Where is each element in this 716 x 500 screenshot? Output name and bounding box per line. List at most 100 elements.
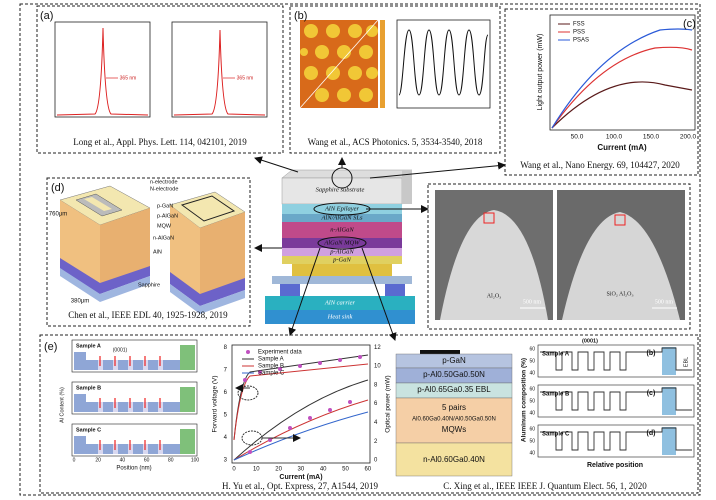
axis-label: Aluminum composition (%)	[521, 358, 528, 442]
label: 500 nm	[655, 299, 674, 305]
arrows	[254, 156, 506, 341]
panel-a-plots	[54, 21, 268, 118]
label: p-AlGaN	[157, 213, 178, 219]
tick-label: 0	[374, 458, 378, 464]
tick-label: 60	[529, 346, 535, 352]
tick-label: 0	[73, 457, 76, 463]
label: 365 nm	[237, 75, 254, 81]
tick-label: 60	[529, 426, 535, 432]
axis-label: Relative position	[587, 462, 643, 469]
tick-label: 40	[529, 410, 535, 416]
label: p-GaN	[157, 203, 173, 209]
layer-label: AlN/AlGaN SLs	[321, 214, 363, 221]
tick-label: 30	[298, 467, 305, 473]
label: 380μm	[71, 299, 89, 305]
panel-label: (c)	[683, 18, 696, 30]
axis-label: Light output power (mW)	[537, 34, 544, 111]
panel-label: (a)	[40, 10, 53, 22]
label: 760μm	[49, 212, 67, 218]
tick-label: 6	[224, 390, 228, 396]
tick-label: 50.0	[571, 134, 584, 141]
tick-label: 60	[529, 386, 535, 392]
citation: Wang et al., Nano Energy. 69, 104427, 20…	[520, 160, 680, 170]
tick-label: 7	[224, 368, 228, 374]
tick-label: 6	[374, 401, 378, 407]
layer-label: p-Al0.50Ga0.50N	[423, 370, 485, 379]
tick-label: 40	[529, 370, 535, 376]
label: EBL	[683, 357, 689, 367]
layer-label: AlN carrier	[324, 299, 356, 306]
panel-sem-frame	[427, 183, 691, 330]
layer-label: p-Al0.65Ga0.35 EBL	[417, 385, 491, 394]
citation: Long et al., Appl. Phys. Lett. 114, 0421…	[73, 137, 247, 147]
label: (0001)	[113, 347, 128, 353]
tick-label: 100	[191, 457, 200, 463]
tick-label: 40	[320, 467, 327, 473]
label: Sapphire	[138, 282, 160, 288]
layer-label: AlN Epilayer	[324, 205, 360, 212]
label: (b)	[647, 350, 656, 357]
layer-label: AlGaN MQW	[323, 239, 360, 246]
panel-label: (e)	[44, 341, 57, 353]
panel-e-right	[537, 344, 695, 458]
tick-label: 200.0	[680, 134, 697, 141]
tick-label: 50	[342, 467, 349, 473]
legend-entry: FSS	[573, 22, 585, 28]
panel-b-frame	[289, 5, 501, 154]
label: SiO₂ Al₂O₃	[606, 291, 633, 297]
panel-e-frame	[39, 334, 699, 494]
legend-entry: PSAS	[573, 38, 589, 44]
device-stack	[265, 167, 415, 324]
outer-frame	[19, 3, 701, 496]
layer-label: n-AlGaN	[330, 226, 354, 233]
layer-label: 5 pairs	[442, 403, 466, 412]
label: Sample C	[542, 432, 570, 438]
panel-d-frame	[46, 177, 251, 327]
tick-label: 8	[224, 345, 228, 351]
label: Al₂O₃	[487, 293, 502, 299]
label: Sample B	[76, 385, 101, 391]
label: (d)	[647, 430, 656, 437]
layer-label: p-AlGaN	[329, 248, 354, 255]
label: AlN	[153, 249, 162, 255]
tick-label: 10	[253, 467, 260, 473]
tick-label: 2	[374, 439, 378, 445]
axis-label: Position (nm)	[116, 466, 151, 472]
tick-label: 40	[120, 457, 126, 463]
label: MQW	[157, 223, 172, 229]
layer-label: n-Al0.60Ga0.40N	[423, 455, 485, 464]
tick-label: 4	[224, 435, 228, 441]
tick-label: 0	[232, 467, 236, 473]
citation: C. Xing et al., IEEE IEEE J. Quantum Ele…	[443, 481, 647, 491]
tick-label: 40	[529, 450, 535, 456]
axis-label: Current (mA)	[279, 474, 322, 481]
axis-label: Optical power (mW)	[385, 375, 392, 432]
layer-label: MQWs	[442, 425, 466, 434]
tick-label: 3	[224, 458, 228, 464]
panel-c-plot	[549, 14, 696, 131]
label: n-AlGaN	[153, 235, 174, 241]
label: Sample B	[542, 392, 570, 398]
tick-label: 8	[374, 382, 378, 388]
tick-label: 4	[374, 420, 378, 426]
tick-label: 50	[529, 358, 535, 364]
label: (0001)	[582, 338, 598, 344]
tick-label: 60	[364, 467, 371, 473]
legend-entry: Sample A	[258, 357, 284, 363]
tick-label: 20	[275, 467, 282, 473]
layer-label: p-GaN	[442, 356, 466, 365]
label: N-electrode	[150, 186, 178, 192]
tick-label: 60	[144, 457, 150, 463]
tick-label: 150.0	[643, 134, 660, 141]
panel-a-frame	[36, 5, 284, 154]
label: (c)	[647, 390, 656, 397]
layer-label: p-GaN	[332, 256, 351, 263]
layer-label: Heat sink	[327, 313, 353, 320]
sem-images	[435, 190, 685, 320]
label: 500 nm	[523, 299, 542, 305]
panel-e-stack	[395, 350, 513, 477]
legend-entry: Sample C	[258, 371, 285, 377]
citation: Wang et al., ACS Photonics. 5, 3534-3540…	[308, 137, 483, 147]
tick-label: 50	[529, 438, 535, 444]
panel-label: (d)	[51, 182, 64, 194]
